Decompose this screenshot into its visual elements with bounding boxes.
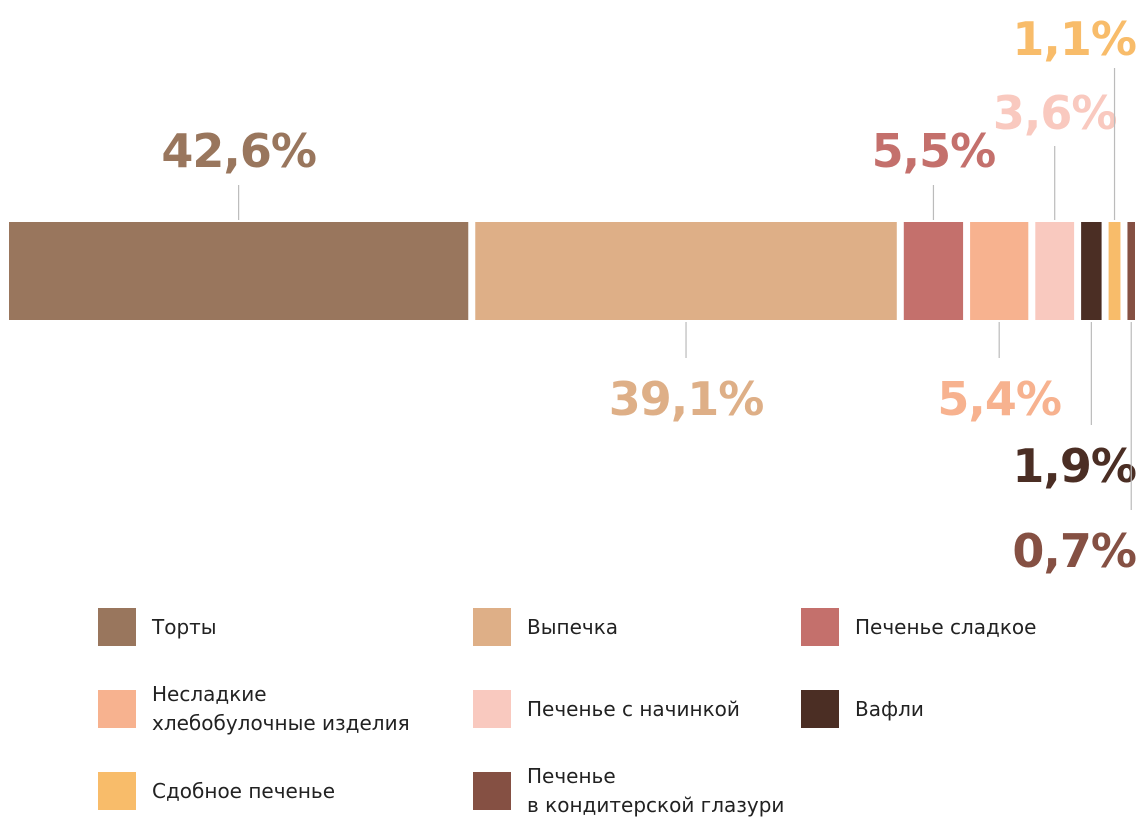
legend-swatch: [801, 690, 839, 728]
legend-label: Выпечка: [527, 614, 619, 639]
legend-label: Печенье в кондитерской глазури: [527, 764, 785, 817]
bar-segment: [9, 222, 469, 320]
legend-item: Торты: [98, 608, 217, 646]
legend-label: Вафли: [855, 696, 924, 721]
bar-segment: [970, 222, 1029, 320]
legend-item: Сдобное печенье: [98, 772, 335, 810]
value-label: 3,6%: [993, 86, 1117, 140]
value-label: 5,5%: [872, 124, 996, 178]
bar-segment: [1081, 222, 1102, 320]
legend-swatch: [98, 772, 136, 810]
legend-item: Вафли: [801, 690, 924, 728]
legend-label: Сдобное печенье: [152, 778, 336, 803]
bar-segment: [475, 222, 897, 320]
legend-item: Выпечка: [473, 608, 618, 646]
value-label: 39,1%: [609, 372, 764, 426]
value-label: 0,7%: [1012, 524, 1136, 578]
legend-label: Печенье с начинкой: [527, 696, 740, 721]
legend-item: Печенье с начинкой: [473, 690, 740, 728]
legend-label: Торты: [152, 614, 217, 639]
bar-segment: [1108, 222, 1121, 320]
legend-item: Несладкие хлебобулочные изделия: [98, 682, 410, 735]
value-label: 5,4%: [937, 372, 1061, 426]
bar-segment: [1035, 222, 1075, 320]
legend-swatch: [473, 608, 511, 646]
legend-label: Печенье сладкое: [855, 614, 1037, 639]
value-label: 1,9%: [1012, 439, 1136, 493]
legend-swatch: [801, 608, 839, 646]
legend-item: Печенье сладкое: [801, 608, 1036, 646]
legend-label: Несладкие хлебобулочные изделия: [152, 682, 410, 735]
legend-swatch: [473, 690, 511, 728]
legend-item: Печенье в кондитерской глазури: [473, 764, 784, 817]
bar-segment: [903, 222, 964, 320]
bar-segment: [1127, 222, 1135, 320]
legend-swatch: [473, 772, 511, 810]
value-label: 42,6%: [161, 124, 316, 178]
legend-swatch: [98, 690, 136, 728]
value-label: 1,1%: [1012, 12, 1136, 66]
legend-swatch: [98, 608, 136, 646]
